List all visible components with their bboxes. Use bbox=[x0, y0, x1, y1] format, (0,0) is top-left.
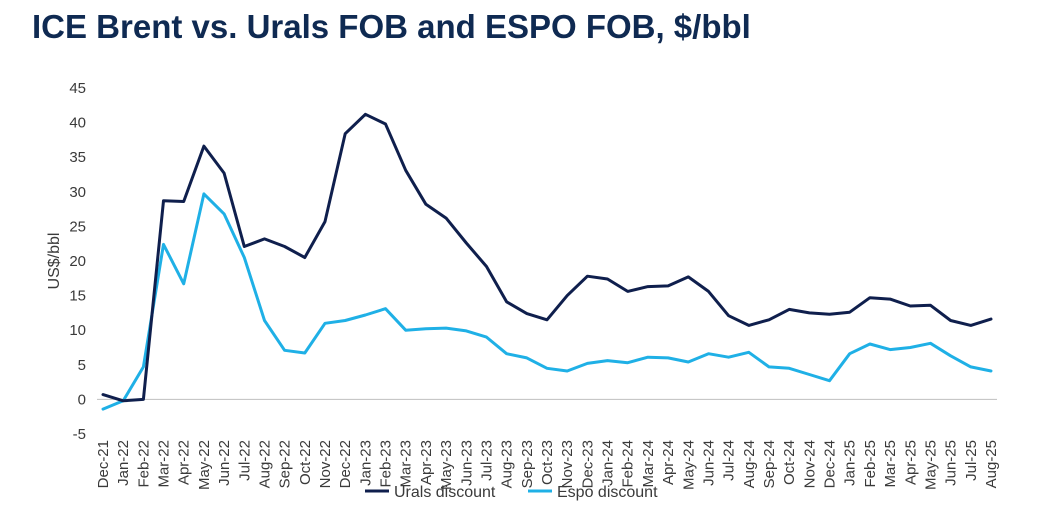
x-tick-label: Apr-23 bbox=[418, 440, 435, 485]
y-tick-label: 20 bbox=[69, 253, 86, 270]
x-tick-label: Apr-24 bbox=[660, 440, 677, 485]
x-tick-label: Dec-24 bbox=[822, 440, 839, 488]
x-tick-label: Sep-22 bbox=[277, 440, 294, 488]
y-tick-label: 5 bbox=[78, 357, 86, 374]
x-tick-label: May-24 bbox=[680, 440, 697, 490]
x-tick-label: Mar-25 bbox=[882, 440, 899, 488]
y-tick-label: 10 bbox=[69, 322, 86, 339]
x-tick-label: May-23 bbox=[438, 440, 455, 490]
y-tick-label: 40 bbox=[69, 115, 86, 132]
x-tick-label: Jul-23 bbox=[478, 440, 495, 481]
x-tick-label: Feb-24 bbox=[620, 440, 637, 488]
x-tick-label: Mar-23 bbox=[398, 440, 415, 488]
x-tick-label: May-25 bbox=[922, 440, 939, 490]
x-tick-label: Aug-23 bbox=[499, 440, 516, 488]
x-tick-label: Dec-23 bbox=[579, 440, 596, 488]
x-tick-label: Aug-22 bbox=[256, 440, 273, 488]
x-axis-ticks: Dec-21 Jan-22 Feb-22 Mar-22 Apr-22 May-22 Jun-… bbox=[95, 440, 1000, 490]
x-tick-label: Jul-25 bbox=[963, 440, 980, 481]
x-tick-label: Aug-25 bbox=[983, 440, 1000, 488]
x-tick-label: Aug-24 bbox=[741, 440, 758, 488]
y-axis-label: US$/bbl bbox=[46, 233, 63, 290]
chart-title: ICE Brent vs. Urals FOB and ESPO FOB, $/… bbox=[32, 8, 751, 45]
x-tick-label: Apr-22 bbox=[176, 440, 193, 485]
legend-label: Urals discount bbox=[394, 484, 496, 501]
x-tick-label: Oct-24 bbox=[781, 440, 798, 485]
x-tick-label: Mar-22 bbox=[156, 440, 173, 488]
x-tick-label: Jun-24 bbox=[700, 440, 717, 486]
x-tick-label: Sep-23 bbox=[519, 440, 536, 488]
x-tick-label: Jan-25 bbox=[842, 440, 859, 486]
y-tick-label: 35 bbox=[69, 149, 86, 166]
x-tick-label: Jun-25 bbox=[943, 440, 960, 486]
y-tick-label: 45 bbox=[69, 80, 86, 97]
x-tick-label: May-22 bbox=[196, 440, 213, 490]
legend-label: Espo discount bbox=[557, 484, 658, 501]
series-line-urals-discount bbox=[101, 112, 993, 403]
series-line-espo-discount bbox=[101, 192, 993, 411]
x-tick-label: Nov-22 bbox=[317, 440, 334, 488]
y-axis-ticks: -5 0 5 10 15 20 25 30 35 40 45 bbox=[69, 80, 86, 443]
x-tick-label: Jun-23 bbox=[458, 440, 475, 486]
y-tick-label: 15 bbox=[69, 288, 86, 305]
x-tick-label: Nov-23 bbox=[559, 440, 576, 488]
x-tick-label: Jul-24 bbox=[721, 440, 738, 481]
x-tick-label: Sep-24 bbox=[761, 440, 778, 488]
series-lines bbox=[101, 112, 993, 411]
x-tick-label: Mar-24 bbox=[640, 440, 657, 488]
x-tick-label: Jul-22 bbox=[236, 440, 253, 481]
x-tick-label: Jan-22 bbox=[115, 440, 132, 486]
x-tick-label: Apr-25 bbox=[902, 440, 919, 485]
x-tick-label: Oct-23 bbox=[539, 440, 556, 485]
x-tick-label: Jan-23 bbox=[357, 440, 374, 486]
x-tick-label: Feb-22 bbox=[135, 440, 152, 488]
x-tick-label: Dec-22 bbox=[337, 440, 354, 488]
legend: Urals discount Espo discount bbox=[365, 484, 658, 501]
y-tick-label: 0 bbox=[78, 391, 86, 408]
x-tick-label: Jan-24 bbox=[600, 440, 617, 486]
x-tick-label: Oct-22 bbox=[297, 440, 314, 485]
x-tick-label: Jun-22 bbox=[216, 440, 233, 486]
x-tick-label: Feb-25 bbox=[862, 440, 879, 488]
y-tick-label: 30 bbox=[69, 184, 86, 201]
x-tick-label: Dec-21 bbox=[95, 440, 112, 488]
x-tick-label: Feb-23 bbox=[378, 440, 395, 488]
y-tick-label: 25 bbox=[69, 218, 86, 235]
x-tick-label: Nov-24 bbox=[801, 440, 818, 488]
y-tick-label: -5 bbox=[73, 426, 86, 443]
